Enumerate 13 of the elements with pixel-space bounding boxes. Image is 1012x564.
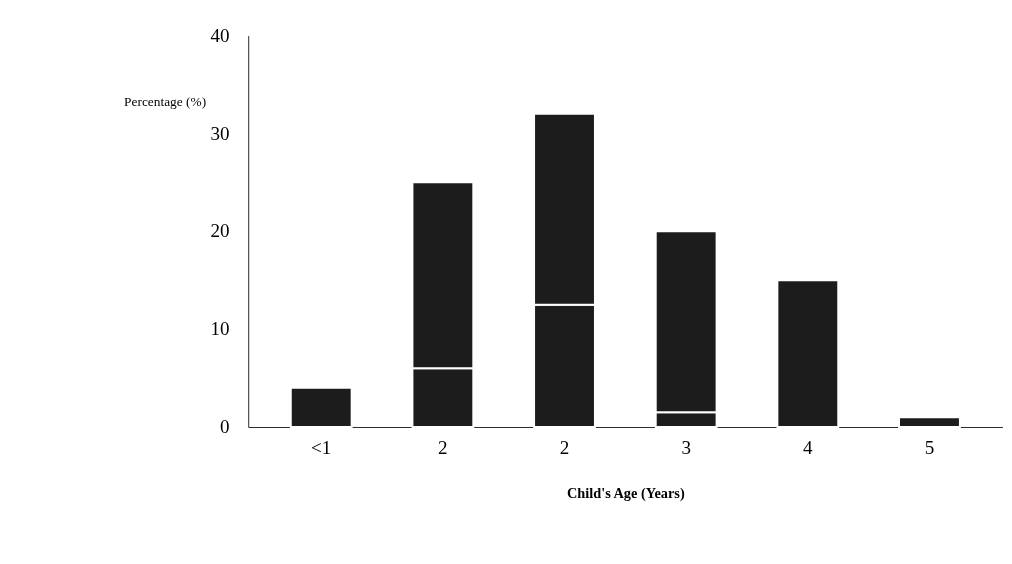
x-tick-label: 2 <box>438 437 448 459</box>
x-tick-label: 4 <box>803 437 814 459</box>
x-tick-label: 3 <box>681 437 691 459</box>
y-axis-title: Percentage (%) <box>124 94 207 110</box>
y-tick-label: 30 <box>210 122 230 144</box>
y-tick-label: 10 <box>210 318 230 340</box>
y-tick-label: 20 <box>210 220 230 242</box>
x-tick-label: <1 <box>311 437 332 459</box>
y-tick-label: 0 <box>220 416 230 438</box>
x-axis-title: Child's Age (Years) <box>566 485 685 503</box>
x-tick-label: 5 <box>924 437 935 459</box>
y-tick-label: 40 <box>210 24 230 46</box>
x-tick-label: 2 <box>559 437 570 459</box>
